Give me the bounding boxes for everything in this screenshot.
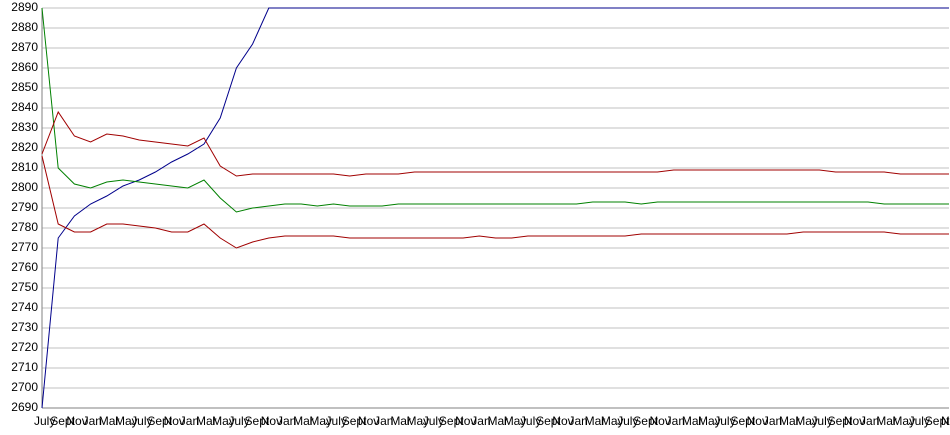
y-tick-label: 2740 — [11, 300, 38, 314]
x-tick-label: Nov — [66, 414, 87, 428]
x-tick-label: Nov — [941, 414, 950, 428]
x-tick-label: May — [795, 414, 818, 428]
y-tick-label: 2720 — [11, 340, 38, 354]
y-tick-label: 2850 — [11, 80, 38, 94]
x-tick-label: July — [909, 414, 930, 428]
x-tick-label: July — [520, 414, 541, 428]
y-tick-label: 2820 — [11, 140, 38, 154]
x-tick-label: Jan — [666, 414, 685, 428]
x-tick-label: Nov — [844, 414, 865, 428]
x-tick-label: July — [423, 414, 444, 428]
x-tick-label: Jan — [180, 414, 199, 428]
x-tick-label: Nov — [455, 414, 476, 428]
x-tick-label: Jan — [568, 414, 587, 428]
y-tick-label: 2730 — [11, 320, 38, 334]
x-tick-label: July — [326, 414, 347, 428]
x-tick-label: May — [601, 414, 624, 428]
x-tick-label: July — [811, 414, 832, 428]
x-tick-label: Jan — [374, 414, 393, 428]
x-tick-label: May — [698, 414, 721, 428]
x-tick-label: July — [34, 414, 55, 428]
y-tick-label: 2690 — [11, 400, 38, 414]
y-tick-label: 2890 — [11, 0, 38, 14]
x-tick-label: Nov — [552, 414, 573, 428]
y-tick-label: 2780 — [11, 220, 38, 234]
x-tick-label: May — [309, 414, 332, 428]
x-tick-label: Sept — [245, 414, 270, 428]
x-tick-label: Nov — [164, 414, 185, 428]
x-tick-label: Mar — [293, 414, 314, 428]
x-tick-label: Mar — [779, 414, 800, 428]
x-tick-label: Sept — [828, 414, 853, 428]
x-tick-label: May — [115, 414, 138, 428]
x-tick-label: July — [131, 414, 152, 428]
x-tick-label: July — [228, 414, 249, 428]
y-tick-label: 2770 — [11, 240, 38, 254]
y-tick-label: 2760 — [11, 260, 38, 274]
x-tick-label: Mar — [390, 414, 411, 428]
y-tick-label: 2860 — [11, 60, 38, 74]
series-line — [41, 155, 949, 249]
x-tick-label: Nov — [358, 414, 379, 428]
x-tick-label: Sept — [147, 414, 172, 428]
x-tick-label: Mar — [585, 414, 606, 428]
x-tick-label: Jan — [83, 414, 102, 428]
x-tick-label: Nov — [747, 414, 768, 428]
x-tick-label: May — [212, 414, 235, 428]
x-tick-label: Sept — [730, 414, 755, 428]
x-tick-label: Sept — [633, 414, 658, 428]
y-tick-label: 2830 — [11, 120, 38, 134]
x-tick-label: Mar — [99, 414, 120, 428]
y-tick-label: 2800 — [11, 180, 38, 194]
series-line — [41, 110, 949, 177]
x-tick-label: Sept — [536, 414, 561, 428]
x-tick-label: Mar — [682, 414, 703, 428]
y-tick-label: 2870 — [11, 40, 38, 54]
x-tick-label: Jan — [277, 414, 296, 428]
x-tick-label: July — [714, 414, 735, 428]
y-tick-label: 2880 — [11, 20, 38, 34]
y-tick-label: 2710 — [11, 360, 38, 374]
x-tick-label: Nov — [649, 414, 670, 428]
x-tick-label: Mar — [876, 414, 897, 428]
x-tick-label: Jan — [763, 414, 782, 428]
x-tick-label: Sept — [50, 414, 75, 428]
x-tick-label: May — [892, 414, 915, 428]
y-tick-label: 2750 — [11, 280, 38, 294]
x-tick-label: Sept — [925, 414, 950, 428]
x-tick-label: Mar — [196, 414, 217, 428]
x-tick-label: Nov — [261, 414, 282, 428]
series-line — [41, 7, 949, 213]
x-tick-label: July — [617, 414, 638, 428]
y-tick-label: 2790 — [11, 200, 38, 214]
x-tick-label: Mar — [488, 414, 509, 428]
series-line — [41, 7, 949, 409]
x-tick-label: Jan — [471, 414, 490, 428]
x-tick-label: May — [504, 414, 527, 428]
x-tick-label: Jan — [860, 414, 879, 428]
x-tick-label: Sept — [342, 414, 367, 428]
y-tick-label: 2700 — [11, 380, 38, 394]
x-tick-label: May — [407, 414, 430, 428]
y-tick-label: 2840 — [11, 100, 38, 114]
x-tick-label: Sept — [439, 414, 464, 428]
y-tick-label: 2810 — [11, 160, 38, 174]
